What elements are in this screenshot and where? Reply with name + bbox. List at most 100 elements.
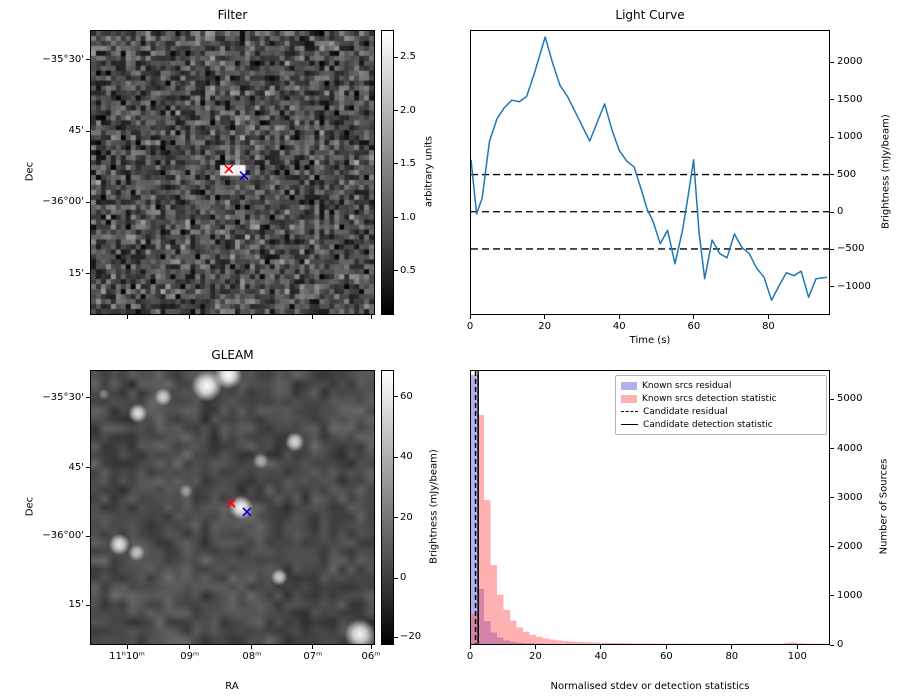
hist-bar: [614, 643, 621, 644]
hist-bar: [529, 634, 537, 644]
tick-mark: [830, 286, 834, 288]
hist-bar: [542, 638, 550, 644]
tick-label: 0: [837, 639, 844, 650]
tick-label: 2000: [837, 56, 863, 68]
hist-bar: [510, 641, 517, 644]
hist-bar: [490, 565, 498, 644]
tick-mark: [251, 315, 253, 319]
tick-label: 2000: [837, 540, 863, 552]
tick-mark: [830, 61, 834, 63]
gleam-ylabel: Dec: [24, 496, 36, 517]
tick-label: 100: [787, 651, 807, 662]
tick-label: −35°30': [42, 53, 84, 65]
tick-mark: [618, 315, 620, 319]
tick-label: 1.5: [400, 157, 416, 169]
tick-label: 1500: [837, 93, 863, 105]
tick-label: 2.0: [400, 104, 416, 116]
hist-bar: [510, 620, 517, 644]
legend-item: Candidate detection statistic: [621, 418, 821, 431]
gleam-title: GLEAM: [211, 348, 254, 362]
hist-bar: [497, 637, 504, 644]
legend-label: Known srcs detection statistic: [642, 393, 777, 404]
hist-bar: [490, 632, 498, 644]
tick-mark: [600, 645, 602, 649]
tick-label: 15': [68, 599, 84, 611]
hist-bar: [529, 643, 537, 644]
hist-bar: [477, 414, 485, 644]
tick-mark: [469, 315, 471, 319]
tick-mark: [394, 396, 398, 398]
hist-bar: [536, 636, 543, 644]
hist-xlabel: Normalised stdev or detection statistics: [550, 681, 750, 692]
filter-title: Filter: [217, 8, 248, 22]
hist-bar: [523, 631, 530, 644]
hist-bar: [601, 642, 608, 644]
tick-mark: [370, 645, 372, 649]
blue-x-marker: [242, 507, 252, 517]
filter-ylabel: Dec: [24, 161, 36, 182]
hist-bar: [471, 374, 478, 644]
legend-swatch: [621, 394, 637, 403]
tick-mark: [312, 645, 314, 649]
tick-label: −36°00': [42, 196, 84, 208]
hist-bar: [471, 613, 478, 644]
blue-x-marker: [239, 171, 249, 181]
hist-bar: [516, 642, 524, 644]
tick-label: 08ᵐ: [242, 651, 262, 662]
tick-mark: [189, 315, 191, 319]
tick-label: 500: [837, 168, 857, 180]
hist-bar: [627, 643, 634, 644]
hist-bar: [594, 642, 602, 644]
tick-mark: [731, 645, 733, 649]
tick-label: 40: [612, 321, 626, 332]
tick-label: −1000: [837, 280, 871, 292]
hist-bar: [575, 641, 582, 644]
tick-mark: [394, 636, 398, 638]
tick-mark: [830, 546, 834, 548]
tick-label: 20: [538, 321, 551, 332]
gleam-colorbar: [381, 370, 394, 645]
tick-mark: [394, 163, 398, 165]
legend-label: Candidate detection statistic: [643, 419, 773, 430]
hist-bar: [477, 588, 485, 644]
hist-bar: [802, 643, 810, 644]
filter-colorbar: [381, 30, 394, 315]
tick-label: 0: [466, 321, 474, 332]
legend-item: Known srcs detection statistic: [621, 392, 821, 405]
tick-mark: [189, 645, 191, 649]
red-x-marker: [224, 164, 234, 174]
tick-mark: [86, 467, 90, 469]
tick-label: 15': [68, 267, 84, 279]
hist-bar: [497, 594, 504, 644]
hist-bar: [789, 642, 797, 644]
tick-mark: [394, 270, 398, 272]
tick-label: 40: [400, 451, 413, 463]
tick-label: 45': [68, 125, 84, 137]
hist-plot-area: Known srcs residual Known srcs detection …: [470, 370, 830, 645]
tick-label: 80: [725, 651, 739, 662]
hist-bar: [549, 639, 556, 644]
legend-swatch: [621, 381, 637, 390]
hist-bar: [633, 643, 641, 644]
tick-mark: [86, 201, 90, 203]
tick-mark: [86, 535, 90, 537]
gleam-plot-area: [90, 370, 375, 645]
hist-svg: [471, 371, 829, 644]
light-curve-plot-area: [470, 30, 830, 315]
legend-label: Candidate residual: [643, 406, 728, 417]
hist-bar: [562, 640, 569, 644]
tick-mark: [796, 645, 798, 649]
tick-mark: [126, 645, 128, 649]
hist-bar: [607, 642, 615, 644]
tick-label: 5000: [837, 393, 863, 405]
tick-mark: [830, 248, 834, 250]
tick-label: −20: [400, 631, 422, 643]
gleam-image: [91, 371, 374, 644]
tick-mark: [830, 174, 834, 176]
tick-label: 3000: [837, 491, 863, 503]
light-curve-svg: [471, 36, 829, 301]
tick-mark: [394, 456, 398, 458]
red-x-marker: [226, 498, 236, 508]
tick-mark: [469, 645, 471, 649]
hist-bar: [503, 609, 511, 644]
